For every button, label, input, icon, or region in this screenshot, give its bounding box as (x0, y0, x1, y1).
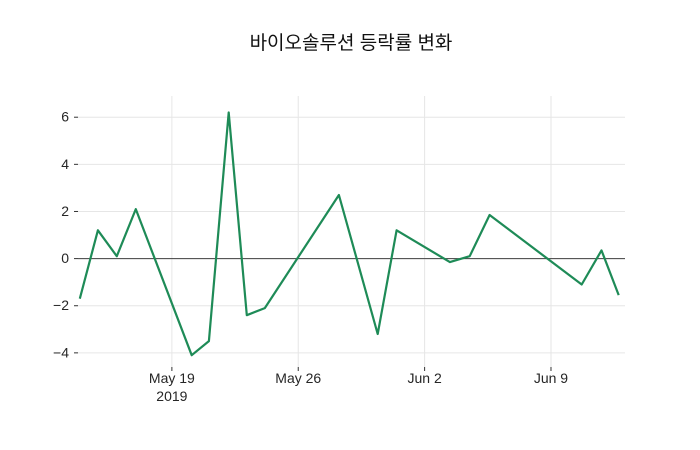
y-tick-label: 2 (61, 203, 69, 219)
axis-ticks (74, 116, 552, 371)
data-line (78, 111, 620, 357)
series-polyline (78, 111, 620, 357)
y-tick-label: −4 (53, 344, 69, 360)
x-tick-label: Jun 2 (407, 370, 441, 386)
y-tick-label: −2 (53, 297, 69, 313)
x-tick-label: May 26 (275, 370, 321, 386)
y-tick-label: 0 (61, 250, 69, 266)
x-tick-label: 2019 (156, 388, 187, 404)
y-tick-label: 4 (61, 156, 69, 172)
x-axis-labels: May 19 2019 May 26 Jun 2 Jun 9 (149, 370, 568, 404)
x-tick-label: May 19 (149, 370, 195, 386)
gridlines (78, 96, 625, 367)
y-axis-labels: 6 4 2 0 −2 −4 (53, 109, 69, 361)
y-tick-label: 6 (61, 109, 69, 125)
chart-title: 바이오솔루션 등락률 변화 (250, 32, 453, 54)
x-tick-label: Jun 9 (534, 370, 568, 386)
